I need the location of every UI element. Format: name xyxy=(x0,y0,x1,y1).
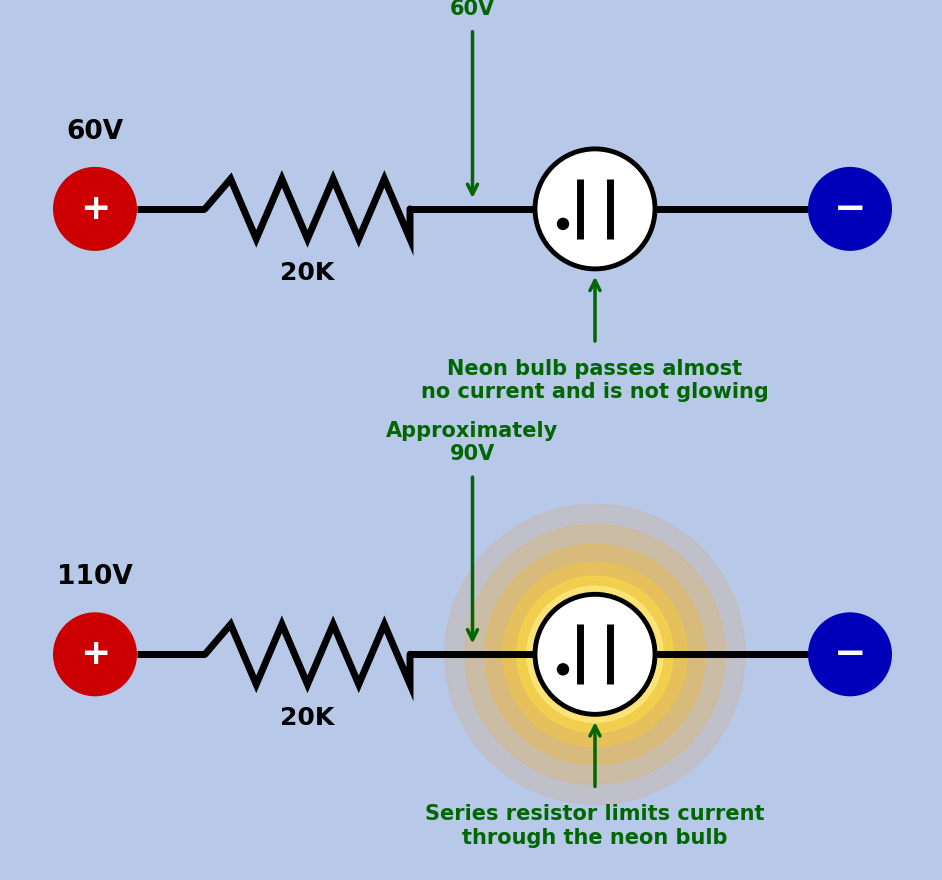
Text: Approximately
90V: Approximately 90V xyxy=(386,422,559,465)
Circle shape xyxy=(808,612,892,696)
Text: +: + xyxy=(80,637,110,671)
Text: −: − xyxy=(834,635,867,673)
Circle shape xyxy=(527,586,663,722)
Circle shape xyxy=(808,167,892,251)
Text: Approximately
60V: Approximately 60V xyxy=(386,0,559,18)
Circle shape xyxy=(465,524,725,784)
Text: +: + xyxy=(80,192,110,226)
Circle shape xyxy=(535,149,655,269)
Text: 20K: 20K xyxy=(281,707,334,730)
Circle shape xyxy=(53,612,137,696)
Circle shape xyxy=(445,504,745,804)
Circle shape xyxy=(503,562,687,746)
Text: −: − xyxy=(834,190,867,228)
Text: 60V: 60V xyxy=(67,119,123,145)
Circle shape xyxy=(558,664,569,675)
Circle shape xyxy=(485,545,705,765)
Circle shape xyxy=(535,594,655,715)
Text: 20K: 20K xyxy=(281,260,334,285)
Text: 110V: 110V xyxy=(57,564,133,590)
Text: Neon bulb passes almost
no current and is not glowing: Neon bulb passes almost no current and i… xyxy=(421,359,769,402)
Circle shape xyxy=(53,167,137,251)
Circle shape xyxy=(558,218,569,230)
Circle shape xyxy=(517,576,673,732)
Text: Series resistor limits current
through the neon bulb: Series resistor limits current through t… xyxy=(425,804,765,847)
